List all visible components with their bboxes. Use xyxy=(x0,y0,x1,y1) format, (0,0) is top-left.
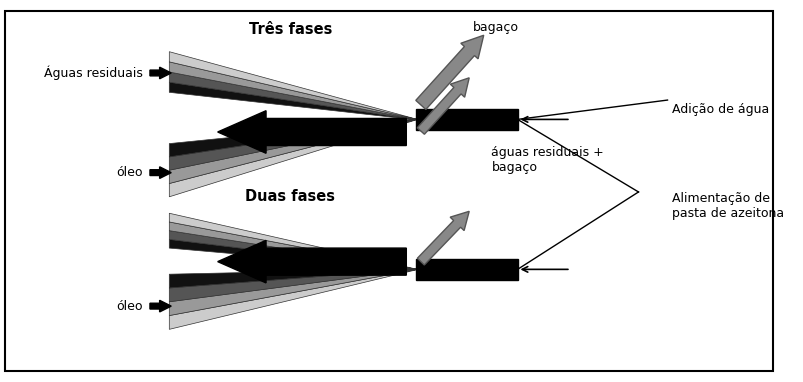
Text: óleo: óleo xyxy=(116,166,143,179)
Polygon shape xyxy=(169,213,415,269)
FancyArrow shape xyxy=(150,300,171,312)
Polygon shape xyxy=(169,270,415,329)
FancyArrow shape xyxy=(218,111,406,153)
Bar xyxy=(415,259,517,280)
Polygon shape xyxy=(169,119,415,170)
Polygon shape xyxy=(169,120,415,183)
Polygon shape xyxy=(169,231,415,270)
Text: Águas residuais: Águas residuais xyxy=(44,66,143,80)
FancyArrow shape xyxy=(417,211,469,265)
Text: Alimentação de
pasta de azeitona: Alimentação de pasta de azeitona xyxy=(671,193,784,220)
FancyArrow shape xyxy=(150,167,171,178)
Polygon shape xyxy=(169,269,415,302)
Text: Duas fases: Duas fases xyxy=(245,189,335,204)
Polygon shape xyxy=(169,52,415,119)
Text: óleo: óleo xyxy=(116,299,143,312)
Text: Três fases: Três fases xyxy=(248,22,332,37)
Text: águas residuais +
bagaço: águas residuais + bagaço xyxy=(491,146,603,174)
Polygon shape xyxy=(169,269,415,316)
FancyArrow shape xyxy=(417,78,469,134)
FancyArrow shape xyxy=(415,35,483,109)
Polygon shape xyxy=(169,82,415,120)
Polygon shape xyxy=(169,269,415,288)
Bar xyxy=(415,109,517,130)
Polygon shape xyxy=(169,120,415,197)
Text: Adição de água: Adição de água xyxy=(671,103,768,116)
FancyArrow shape xyxy=(150,67,171,79)
Polygon shape xyxy=(169,240,415,270)
Polygon shape xyxy=(169,119,415,157)
Polygon shape xyxy=(169,62,415,120)
Polygon shape xyxy=(169,72,415,120)
FancyArrow shape xyxy=(218,240,406,283)
Polygon shape xyxy=(169,222,415,269)
Text: bagaço: bagaço xyxy=(473,21,519,34)
